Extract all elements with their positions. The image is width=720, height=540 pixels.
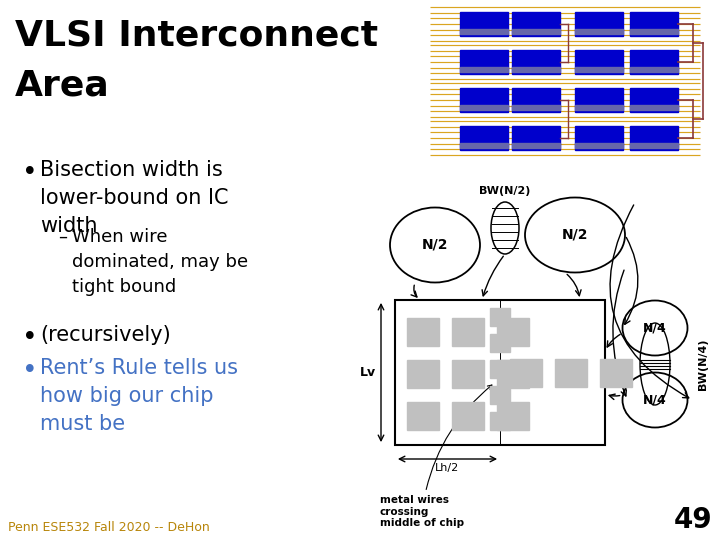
Bar (512, 126, 560, 150)
Bar (630, 126, 678, 150)
Bar (512, 29, 560, 34)
Bar (490, 308, 510, 326)
Bar (630, 29, 678, 34)
Text: N/2: N/2 (562, 228, 588, 242)
Bar (460, 143, 508, 148)
Bar (575, 143, 623, 148)
Bar (460, 12, 508, 36)
Text: 49: 49 (673, 506, 712, 534)
Text: •: • (22, 358, 37, 384)
Bar (490, 334, 510, 352)
Bar (395, 300, 605, 445)
Bar (460, 88, 508, 112)
Text: Lv: Lv (360, 366, 376, 379)
Text: When wire
dominated, may be
tight bound: When wire dominated, may be tight bound (72, 228, 248, 296)
Bar (497, 318, 529, 346)
Bar (460, 50, 508, 74)
Bar (407, 360, 439, 388)
Bar (407, 318, 439, 346)
Bar (630, 67, 678, 72)
Bar (630, 143, 678, 148)
Text: N/4: N/4 (643, 321, 667, 334)
Text: Lh/2: Lh/2 (436, 463, 459, 473)
Bar (575, 67, 623, 72)
Bar (630, 50, 678, 74)
Bar (630, 88, 678, 112)
Bar (600, 359, 632, 387)
Bar (555, 359, 587, 387)
Bar (512, 67, 560, 72)
Bar (575, 29, 623, 34)
Bar (490, 412, 510, 430)
Bar (497, 402, 529, 430)
Bar (460, 29, 508, 34)
Bar (452, 360, 484, 388)
Text: –: – (58, 228, 67, 246)
Bar (575, 88, 623, 112)
Bar (575, 105, 623, 110)
Text: Area: Area (15, 68, 109, 102)
Bar (407, 402, 439, 430)
Text: BW(N/4): BW(N/4) (698, 338, 708, 390)
Text: BW(N/2): BW(N/2) (480, 186, 531, 196)
Text: N/2: N/2 (422, 238, 449, 252)
Bar (512, 12, 560, 36)
Bar (490, 386, 510, 404)
Bar (452, 402, 484, 430)
Bar (575, 126, 623, 150)
Bar (497, 360, 529, 388)
Text: (recursively): (recursively) (40, 325, 171, 345)
Bar (512, 88, 560, 112)
Bar (512, 143, 560, 148)
Text: VLSI Interconnect: VLSI Interconnect (15, 18, 378, 52)
Text: Rent’s Rule tells us
how big our chip
must be: Rent’s Rule tells us how big our chip mu… (40, 358, 238, 434)
Bar (510, 359, 542, 387)
Text: •: • (22, 325, 37, 351)
Bar (452, 318, 484, 346)
Bar (490, 360, 510, 378)
Text: metal wires
crossing
middle of chip: metal wires crossing middle of chip (380, 385, 492, 528)
Bar (630, 105, 678, 110)
Bar (460, 105, 508, 110)
Bar (512, 105, 560, 110)
Text: Penn ESE532 Fall 2020 -- DeHon: Penn ESE532 Fall 2020 -- DeHon (8, 521, 210, 534)
Bar (460, 126, 508, 150)
Text: N/4: N/4 (643, 394, 667, 407)
Bar (630, 12, 678, 36)
Bar (575, 12, 623, 36)
Bar (575, 50, 623, 74)
Text: •: • (22, 160, 37, 186)
Text: Bisection width is
lower-bound on IC
width: Bisection width is lower-bound on IC wid… (40, 160, 228, 236)
Bar (460, 67, 508, 72)
Bar (512, 50, 560, 74)
